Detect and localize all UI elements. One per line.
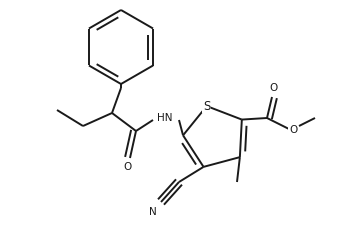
Text: N: N (149, 207, 157, 217)
Text: HN: HN (157, 113, 173, 123)
Text: S: S (203, 100, 210, 113)
Text: O: O (289, 125, 297, 135)
Text: O: O (270, 83, 278, 93)
Text: O: O (123, 162, 131, 172)
